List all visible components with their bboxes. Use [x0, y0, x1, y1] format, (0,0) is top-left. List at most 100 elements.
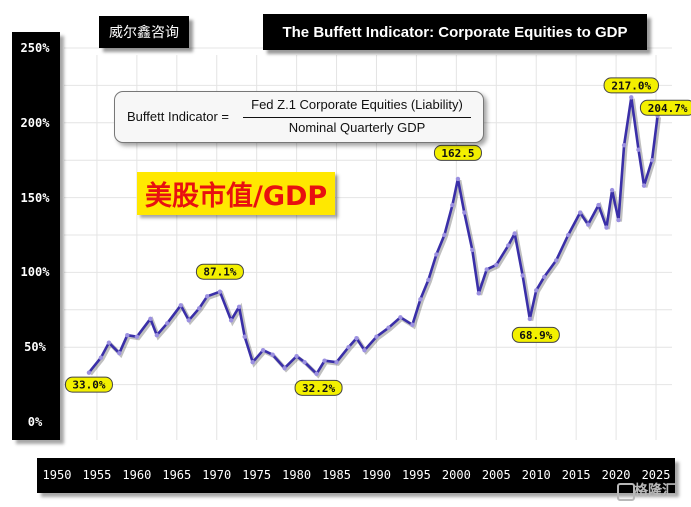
data-point: [553, 258, 559, 263]
x-tick-label: 1985: [322, 468, 351, 482]
data-point: [346, 345, 351, 350]
x-tick-label: 2025: [641, 468, 671, 482]
callout-label: 204.7%: [639, 99, 691, 116]
data-point: [302, 359, 307, 365]
data-point: [228, 318, 234, 323]
data-point: [148, 316, 153, 321]
x-tick-label: 1960: [122, 468, 152, 482]
x-tick-label: 1955: [82, 468, 112, 482]
data-point: [236, 304, 242, 310]
formula-left: Buffett Indicator =: [127, 109, 230, 124]
data-point: [455, 176, 461, 182]
data-point: [398, 315, 403, 320]
x-tick-label: 2015: [561, 468, 591, 482]
data-point: [512, 231, 517, 236]
brand-label: 威尔鑫咨询: [99, 16, 189, 48]
data-point: [450, 202, 455, 208]
callout-bubble: [195, 263, 244, 280]
data-point: [542, 274, 547, 280]
data-point: [462, 210, 467, 215]
data-point: [649, 158, 655, 163]
y-tick-label: 50%: [24, 340, 46, 355]
data-point: [641, 183, 647, 188]
data-point: [636, 147, 641, 152]
data-point: [98, 355, 104, 360]
data-point: [178, 303, 183, 308]
y-tick-label: 250%: [20, 41, 50, 55]
data-point: [616, 217, 621, 223]
formula-denominator: Nominal Quarterly GDP: [288, 120, 426, 135]
x-tick-label: 1980: [282, 468, 312, 482]
series-line: [87, 96, 659, 376]
callout-text: 162.5: [441, 147, 474, 160]
data-point: [250, 359, 255, 365]
x-tick-label: 1975: [242, 468, 272, 482]
x-tick-label: 2005: [481, 468, 511, 482]
data-point: [577, 210, 583, 215]
data-point: [314, 371, 319, 377]
x-tick-label: 1995: [401, 468, 431, 482]
data-point: [596, 202, 601, 208]
x-tick-label: 2010: [521, 468, 551, 482]
data-point: [434, 252, 439, 257]
y-axis: 0% 50% 100% 150% 200% 250%: [12, 32, 60, 440]
data-point: [470, 247, 475, 253]
data-point: [242, 334, 247, 339]
watermark-logo-icon: [617, 483, 635, 501]
data-point: [117, 350, 122, 356]
callout-bubble: [433, 144, 482, 161]
data-point: [494, 262, 499, 268]
callout-text: 87.1%: [203, 266, 236, 279]
data-point: [386, 325, 391, 330]
data-point: [609, 187, 615, 193]
data-point: [506, 243, 511, 248]
data-point: [585, 222, 591, 227]
x-tick-label: 1970: [202, 468, 232, 482]
data-point: [410, 322, 415, 327]
chart-title: The Buffett Indicator: Corporate Equitie…: [263, 14, 647, 50]
callout-text: 68.9%: [519, 329, 552, 342]
callout-label: 87.1%: [195, 263, 244, 280]
callout-label: 162.5: [433, 144, 482, 161]
data-point: [154, 333, 160, 338]
data-point: [621, 143, 627, 148]
data-point: [354, 336, 359, 341]
data-point: [418, 297, 423, 302]
y-tick-label: 200%: [20, 115, 50, 130]
y-tick-label: 100%: [20, 265, 50, 280]
callout-label: 33.0%: [64, 376, 113, 393]
fraction-bar: [243, 117, 471, 118]
formula-numerator: Fed Z.1 Corporate Equities (Liability): [251, 97, 463, 112]
data-point: [86, 370, 92, 375]
data-point: [165, 321, 170, 326]
data-point: [217, 289, 223, 294]
x-tick-label: 1990: [362, 468, 391, 482]
data-point: [629, 95, 634, 100]
data-point: [125, 333, 130, 338]
data-point: [565, 232, 571, 238]
callout-text: 32.2%: [302, 382, 335, 395]
callout-label: 217.0%: [603, 77, 659, 94]
x-tick-label: 2020: [601, 468, 631, 482]
x-tick-label: 2000: [441, 468, 471, 482]
x-tick-label: 1965: [162, 468, 192, 482]
data-point: [260, 347, 266, 353]
callout-bubble: [64, 376, 113, 393]
callout-bubble: [639, 99, 691, 116]
x-tick-label: 1950: [42, 468, 72, 482]
data-point: [484, 267, 489, 272]
x-axis: 1950 1955 1960 1965 1970 1975 1980 1985 1990 1995…: [37, 458, 675, 493]
callout-bubble: [511, 326, 560, 343]
data-point: [362, 347, 367, 353]
data-point: [534, 288, 539, 293]
callout-text: 204.7%: [648, 102, 688, 115]
callout-label: 32.2%: [294, 379, 343, 396]
callout-text: 217.0%: [611, 79, 651, 92]
data-point: [204, 294, 210, 299]
callout-text: 33.0%: [72, 379, 105, 392]
formula-box: Buffett Indicator = Fed Z.1 Corporate Eq…: [114, 91, 484, 143]
data-point: [270, 352, 275, 357]
data-point: [322, 358, 327, 363]
data-point: [186, 318, 191, 323]
